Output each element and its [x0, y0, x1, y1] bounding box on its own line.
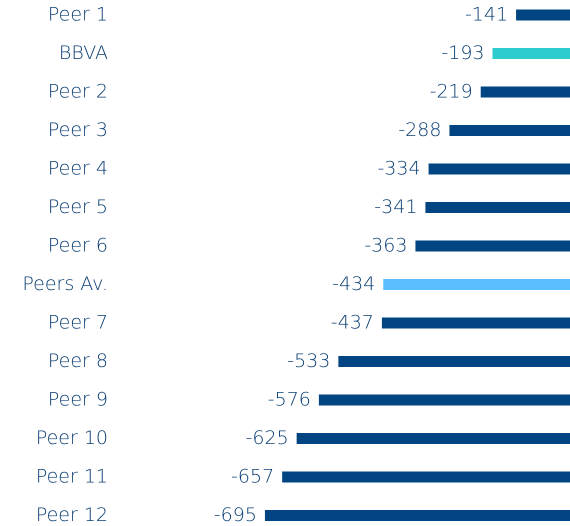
value-label: -193 — [441, 42, 484, 64]
bar — [318, 394, 570, 406]
category-label: Peers Av. — [22, 273, 108, 295]
value-label: -576 — [268, 389, 311, 411]
bar — [415, 240, 570, 252]
category-label: Peer 4 — [48, 158, 108, 180]
bar — [264, 510, 570, 521]
category-label: Peer 9 — [48, 389, 108, 411]
bar — [428, 163, 570, 175]
bar — [425, 202, 570, 213]
value-label: -334 — [377, 158, 420, 180]
category-label: BBVA — [59, 42, 108, 64]
bar — [282, 471, 570, 483]
value-label: -657 — [231, 466, 274, 488]
category-label: Peer 5 — [48, 196, 108, 218]
value-label: -625 — [246, 427, 289, 449]
value-label: -219 — [430, 81, 473, 103]
bar — [516, 9, 570, 21]
category-label: Peer 1 — [48, 4, 108, 26]
value-label: -141 — [465, 4, 508, 26]
category-label: Peer 6 — [48, 235, 108, 257]
category-label: Peer 7 — [48, 312, 108, 334]
category-label: Peer 11 — [36, 466, 108, 488]
bar — [492, 48, 570, 59]
category-label: Peer 8 — [48, 350, 108, 372]
value-label: -434 — [332, 273, 375, 295]
bar — [296, 433, 570, 444]
category-label: Peer 10 — [36, 427, 108, 449]
bar — [383, 279, 570, 290]
value-label: -437 — [331, 312, 374, 334]
value-label: -288 — [398, 119, 441, 141]
value-label: -363 — [364, 235, 407, 257]
bar — [338, 356, 570, 367]
value-label: -695 — [214, 504, 257, 526]
category-label: Peer 2 — [48, 81, 108, 103]
value-label: -533 — [287, 350, 330, 372]
bar — [381, 317, 570, 329]
value-label: -341 — [374, 196, 417, 218]
category-label: Peer 3 — [48, 119, 108, 141]
bar — [449, 125, 570, 136]
category-label: Peer 12 — [36, 504, 108, 526]
bar — [480, 86, 570, 98]
